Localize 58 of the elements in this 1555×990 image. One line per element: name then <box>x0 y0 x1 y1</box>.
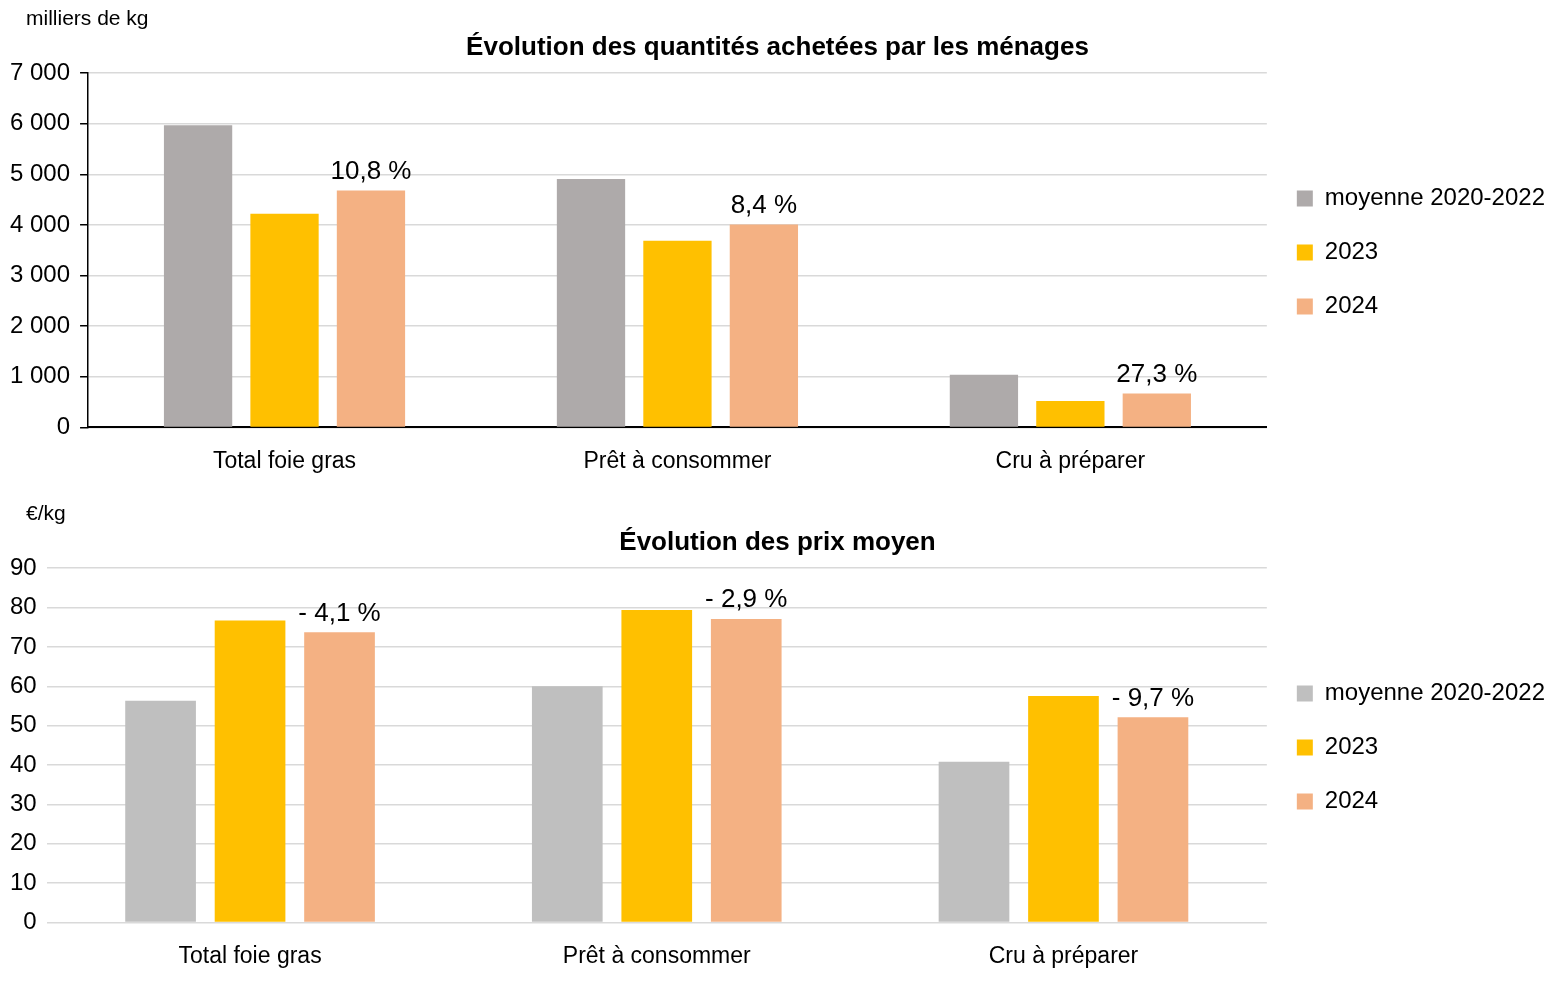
y-tick-label: 70 <box>9 631 37 659</box>
bar <box>643 240 712 427</box>
y-tick-label: 6 000 <box>10 108 71 136</box>
x-tick-label: Cru à préparer <box>995 446 1146 473</box>
bar <box>214 620 286 922</box>
annotation: 8,4 % <box>730 188 798 219</box>
y-tick-label: 5 000 <box>10 159 71 187</box>
y-tick-label: 3 000 <box>10 260 71 288</box>
bar <box>729 224 799 427</box>
y-tick-label: 4 000 <box>10 209 71 237</box>
annotation: - 9,7 % <box>1111 681 1195 712</box>
x-tick-label: Prêt à consommer <box>583 446 772 473</box>
bar <box>949 374 1019 427</box>
bar <box>556 178 626 427</box>
y-tick-label: 1 000 <box>10 361 71 389</box>
y-tick-label: 80 <box>9 592 37 620</box>
bar <box>938 761 1010 922</box>
x-tick-label: Prêt à consommer <box>562 941 752 968</box>
bar <box>1036 401 1105 427</box>
bar <box>250 213 319 427</box>
x-tick-label: Cru à préparer <box>988 941 1139 968</box>
bar <box>710 618 782 922</box>
y-tick-label: 20 <box>9 828 37 856</box>
bar <box>531 686 603 922</box>
x-tick-label: Total foie gras <box>212 446 357 473</box>
annotation: - 2,9 % <box>705 583 788 614</box>
legend-label: 2024 <box>1324 291 1379 319</box>
annotation: - 4,1 % <box>298 596 381 627</box>
legend-label: moyenne 2020-2022 <box>1324 678 1545 706</box>
y-tick-label: 7 000 <box>10 57 71 85</box>
y-tick-label: 0 <box>23 907 37 935</box>
legend-label: 2023 <box>1324 732 1379 760</box>
y-axis-title: milliers de kg <box>26 6 149 30</box>
x-tick-label: Total foie gras <box>178 941 322 968</box>
bar <box>621 609 693 922</box>
legend-label: 2024 <box>1324 786 1379 814</box>
y-tick-label: 60 <box>9 670 37 698</box>
bar <box>1117 717 1189 922</box>
y-tick-label: 90 <box>9 552 37 580</box>
bar <box>336 190 406 427</box>
y-tick-label: 40 <box>9 749 37 777</box>
y-tick-label: 10 <box>9 867 37 895</box>
chart-title: Évolution des prix moyen <box>619 525 936 556</box>
bar <box>304 632 375 922</box>
y-axis-title: €/kg <box>26 501 66 525</box>
legend-label: moyenne 2020-2022 <box>1324 183 1545 211</box>
y-tick-label: 0 <box>56 412 71 440</box>
bar <box>1122 393 1191 427</box>
bar <box>1028 696 1099 922</box>
y-tick-label: 2 000 <box>10 310 71 338</box>
y-tick-label: 30 <box>9 788 37 816</box>
legend-label: 2023 <box>1324 237 1379 265</box>
chart-title: Évolution des quantités achetées par les ménages <box>466 30 1089 61</box>
annotation: 10,8 % <box>330 154 412 185</box>
bar <box>163 125 233 427</box>
annotation: 27,3 % <box>1116 357 1198 388</box>
y-tick-label: 50 <box>9 710 37 738</box>
bar <box>125 700 196 922</box>
